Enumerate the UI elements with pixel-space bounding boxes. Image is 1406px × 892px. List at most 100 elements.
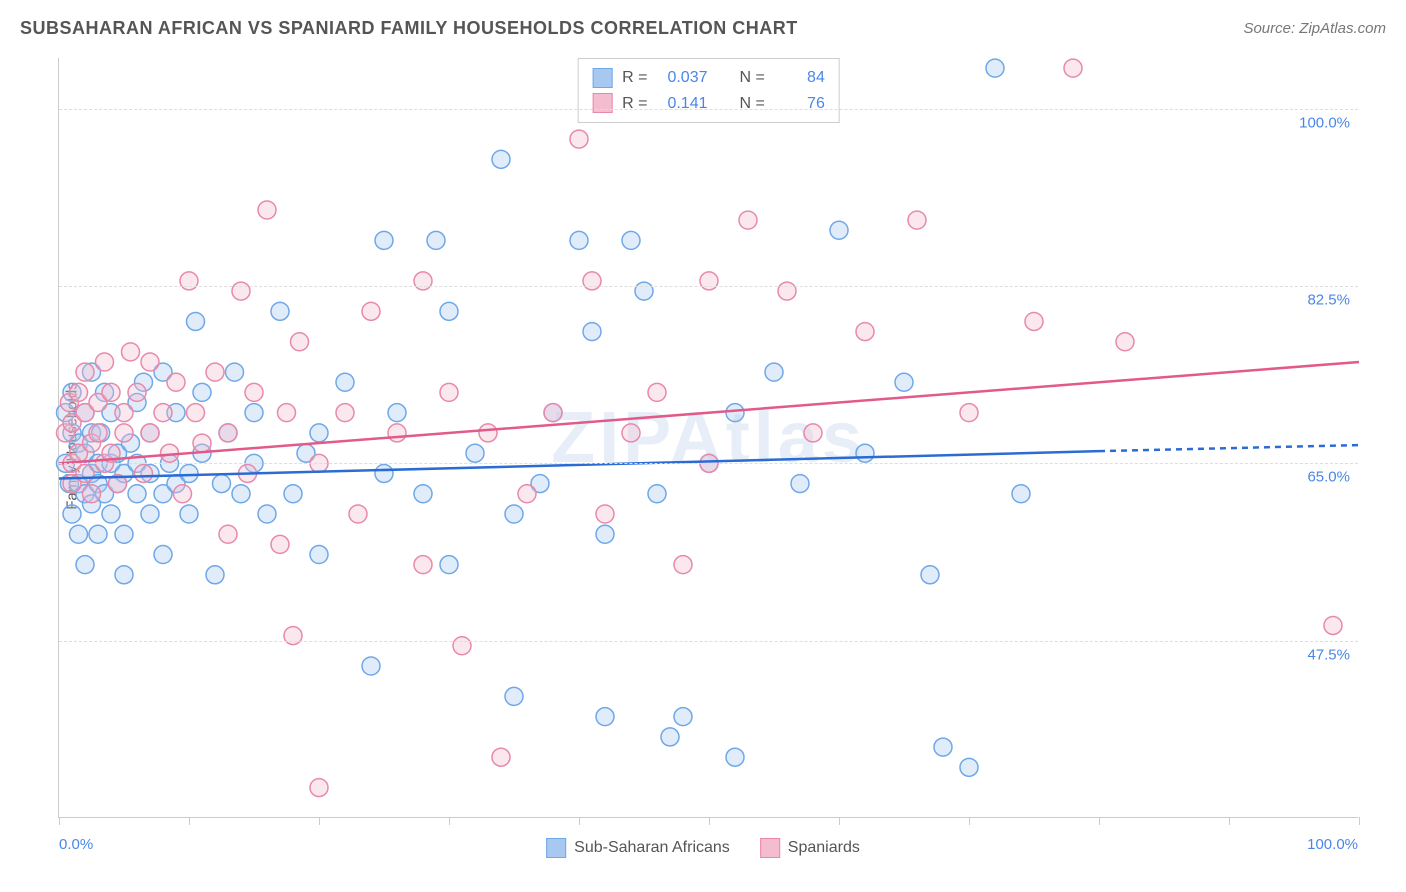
stat-n-value: 76: [775, 91, 825, 117]
scatter-point: [206, 566, 224, 584]
xtick: [59, 817, 60, 825]
scatter-point: [271, 302, 289, 320]
stats-row: R =0.037N =84: [592, 65, 825, 91]
scatter-point: [596, 505, 614, 523]
scatter-point: [492, 748, 510, 766]
scatter-point: [466, 444, 484, 462]
scatter-point: [141, 353, 159, 371]
scatter-point: [310, 546, 328, 564]
scatter-point: [70, 525, 88, 543]
scatter-point: [1012, 485, 1030, 503]
xtick: [1099, 817, 1100, 825]
scatter-point: [856, 444, 874, 462]
legend-swatch: [592, 93, 612, 113]
scatter-point: [375, 464, 393, 482]
scatter-point: [908, 211, 926, 229]
scatter-point: [778, 282, 796, 300]
scatter-point: [440, 383, 458, 401]
scatter-point: [856, 323, 874, 341]
scatter-point: [258, 505, 276, 523]
scatter-point: [310, 779, 328, 797]
scatter-point: [115, 404, 133, 422]
scatter-point: [492, 150, 510, 168]
scatter-point: [440, 302, 458, 320]
scatter-point: [453, 637, 471, 655]
scatter-point: [726, 748, 744, 766]
scatter-point: [505, 505, 523, 523]
scatter-point: [310, 424, 328, 442]
scatter-point: [284, 485, 302, 503]
scatter-point: [674, 708, 692, 726]
legend-item: Sub-Saharan Africans: [546, 838, 730, 858]
scatter-point: [102, 505, 120, 523]
scatter-point: [986, 59, 1004, 77]
scatter-point: [271, 535, 289, 553]
chart-svg: [59, 58, 1358, 817]
scatter-point: [128, 485, 146, 503]
scatter-point: [83, 485, 101, 503]
scatter-point: [180, 272, 198, 290]
scatter-point: [219, 424, 237, 442]
scatter-point: [648, 383, 666, 401]
xtick-label: 100.0%: [1307, 836, 1358, 853]
scatter-point: [115, 424, 133, 442]
stat-n-label: N =: [740, 65, 765, 91]
scatter-point: [141, 424, 159, 442]
xtick-label: 0.0%: [59, 836, 93, 853]
gridline: [59, 109, 1358, 110]
ytick-label: 82.5%: [1307, 292, 1350, 309]
scatter-point: [232, 282, 250, 300]
scatter-point: [89, 525, 107, 543]
scatter-point: [1116, 333, 1134, 351]
legend-item: Spaniards: [760, 838, 860, 858]
scatter-point: [154, 404, 172, 422]
scatter-point: [895, 373, 913, 391]
scatter-point: [128, 383, 146, 401]
gridline: [59, 286, 1358, 287]
scatter-point: [414, 556, 432, 574]
scatter-point: [518, 485, 536, 503]
scatter-point: [76, 363, 94, 381]
xtick: [449, 817, 450, 825]
ytick-label: 100.0%: [1299, 114, 1350, 131]
xtick: [319, 817, 320, 825]
scatter-point: [291, 333, 309, 351]
scatter-point: [440, 556, 458, 574]
scatter-point: [115, 525, 133, 543]
scatter-point: [622, 231, 640, 249]
scatter-point: [362, 657, 380, 675]
scatter-point: [544, 404, 562, 422]
scatter-point: [96, 353, 114, 371]
xtick: [969, 817, 970, 825]
xtick: [189, 817, 190, 825]
scatter-point: [193, 383, 211, 401]
scatter-point: [648, 485, 666, 503]
legend-label: Sub-Saharan Africans: [574, 839, 730, 857]
scatter-point: [804, 424, 822, 442]
scatter-point: [349, 505, 367, 523]
scatter-point: [115, 566, 133, 584]
legend-swatch: [760, 838, 780, 858]
scatter-point: [284, 627, 302, 645]
scatter-point: [135, 464, 153, 482]
xtick: [1229, 817, 1230, 825]
xtick: [839, 817, 840, 825]
ytick-label: 65.0%: [1307, 469, 1350, 486]
scatter-point: [570, 130, 588, 148]
gridline: [59, 463, 1358, 464]
scatter-point: [1324, 616, 1342, 634]
ytick-label: 47.5%: [1307, 646, 1350, 663]
scatter-point: [232, 485, 250, 503]
legend-label: Spaniards: [788, 839, 860, 857]
stat-r-label: R =: [622, 91, 647, 117]
scatter-point: [180, 505, 198, 523]
scatter-point: [674, 556, 692, 574]
scatter-point: [102, 383, 120, 401]
scatter-point: [70, 383, 88, 401]
scatter-point: [122, 343, 140, 361]
scatter-point: [180, 464, 198, 482]
scatter-point: [219, 525, 237, 543]
scatter-point: [726, 404, 744, 422]
scatter-point: [635, 282, 653, 300]
scatter-point: [765, 363, 783, 381]
